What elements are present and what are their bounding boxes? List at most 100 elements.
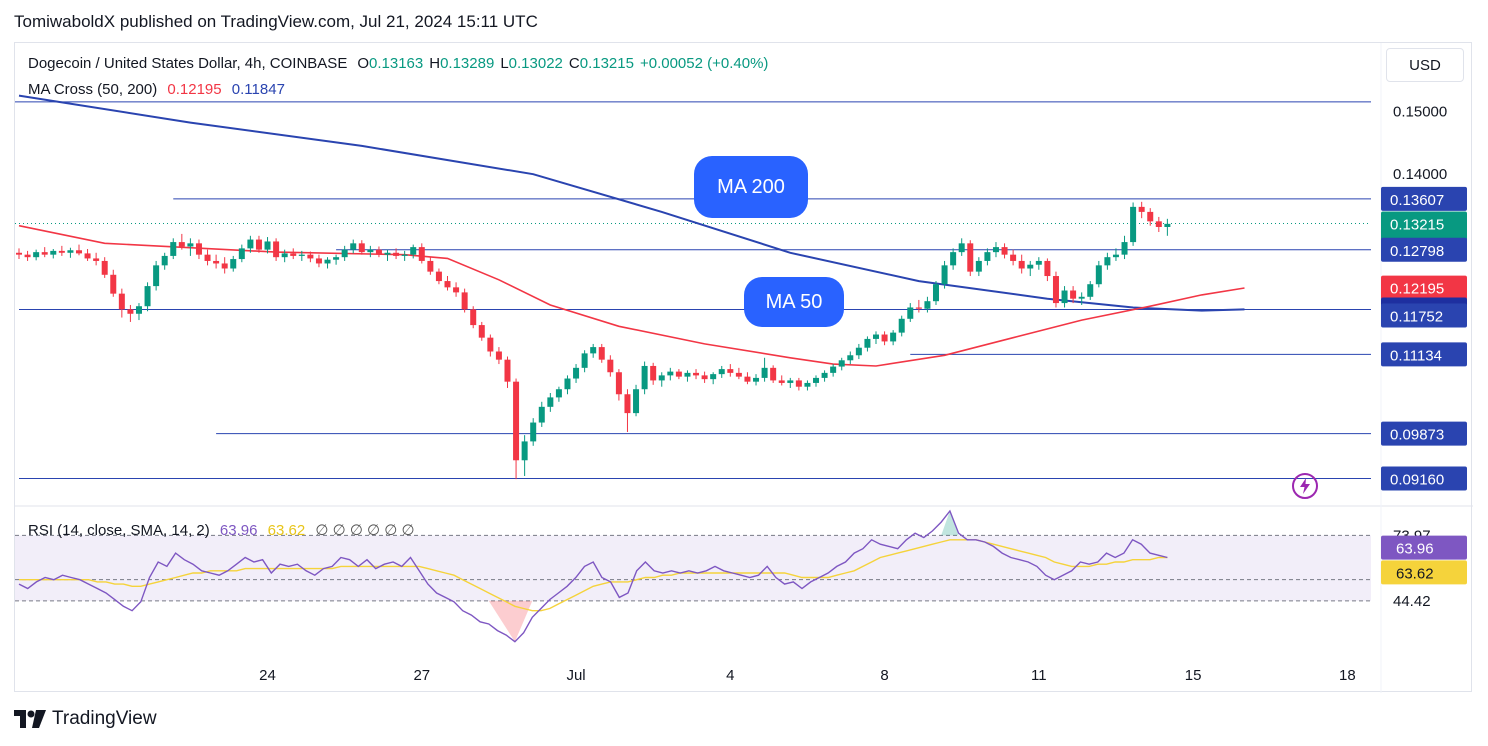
candle-body xyxy=(847,355,854,361)
candle-body xyxy=(624,394,631,414)
candle-body xyxy=(693,372,700,376)
rsi-band xyxy=(15,535,1371,601)
candle-body xyxy=(427,260,434,272)
candle-body xyxy=(1070,290,1077,299)
candle-body xyxy=(658,375,665,381)
candle-body xyxy=(950,252,957,266)
low-label: L xyxy=(500,55,509,72)
candle-body xyxy=(384,252,391,255)
candle-body xyxy=(855,347,862,356)
time-axis-tick: 24 xyxy=(259,667,276,684)
rsi-legend-value: 63.96 xyxy=(219,522,258,539)
currency-button[interactable]: USD xyxy=(1386,48,1464,82)
rsi-overbought-fill xyxy=(941,511,959,536)
candle-body xyxy=(958,243,965,253)
candle-body xyxy=(581,353,588,368)
candle-body xyxy=(761,367,768,378)
candle-body xyxy=(513,381,520,461)
ma-indicator-name: MA Cross (50, 200) xyxy=(28,81,158,98)
candle-body xyxy=(547,397,554,407)
candle-body xyxy=(50,250,57,255)
candle-body xyxy=(444,281,451,288)
symbol-title: Dogecoin / United States Dollar, 4h, COI… xyxy=(28,55,348,72)
candle-body xyxy=(667,371,674,376)
candle-body xyxy=(555,389,562,398)
time-axis-tick: 4 xyxy=(726,667,734,684)
candle-body xyxy=(992,247,999,253)
candle-body xyxy=(1095,265,1102,285)
candle-body xyxy=(144,286,151,307)
price-axis-label-bg xyxy=(1381,421,1467,446)
candle-body xyxy=(470,309,477,326)
ma50-annotation: MA 50 xyxy=(744,277,844,327)
candle-body xyxy=(170,242,177,256)
chart-frame[interactable]: 0.150000.140000.136070.1321548:090.12798… xyxy=(14,42,1473,693)
candle-body xyxy=(495,351,502,360)
rsi-legend[interactable]: RSI (14, close, SMA, 14, 2) 63.96 63.62 … xyxy=(28,521,421,539)
price-axis-label: 0.11134 xyxy=(1390,347,1442,364)
candle-body xyxy=(1061,290,1068,304)
candle-body xyxy=(813,377,820,383)
candle-body xyxy=(615,372,622,395)
time-axis-tick: 15 xyxy=(1185,667,1202,684)
candle-body xyxy=(341,249,348,258)
ma-legend[interactable]: MA Cross (50, 200) 0.12195 0.11847 xyxy=(28,81,291,98)
candle-body xyxy=(675,371,682,377)
candle-body xyxy=(770,367,777,381)
candle-body xyxy=(1130,206,1137,243)
candle-body xyxy=(273,241,280,258)
candle-body xyxy=(75,250,82,254)
candle-body xyxy=(410,247,417,255)
candle-body xyxy=(24,254,31,258)
candle-body xyxy=(33,252,40,258)
candle-body xyxy=(1147,211,1154,222)
candle-body xyxy=(478,325,485,338)
candle-body xyxy=(247,239,254,249)
candle-body xyxy=(67,250,74,253)
candle-body xyxy=(487,337,494,352)
candle-body xyxy=(281,253,288,258)
low-value: 0.13022 xyxy=(508,55,563,72)
high-value: 0.13289 xyxy=(440,55,495,72)
rsi-axis-tick: 44.42 xyxy=(1393,593,1431,610)
close-value: 0.13215 xyxy=(579,55,634,72)
candle-body xyxy=(375,249,382,255)
chart-canvas[interactable]: 0.150000.140000.136070.1321548:090.12798… xyxy=(15,43,1473,693)
candle-body xyxy=(821,372,828,378)
candle-body xyxy=(650,365,657,381)
candle-body xyxy=(161,255,168,266)
price-axis-label: 0.11752 xyxy=(1390,309,1443,326)
candle-body xyxy=(795,380,802,387)
candle-body xyxy=(367,249,374,253)
candle-body xyxy=(307,254,314,259)
time-axis-tick: 11 xyxy=(1031,667,1047,684)
candle-body xyxy=(153,265,160,287)
candle-body xyxy=(744,376,751,382)
rsi-oversold-fill xyxy=(488,600,533,642)
high-label: H xyxy=(429,55,441,72)
rsi-axis-label: 63.62 xyxy=(1396,565,1434,582)
rsi-line xyxy=(18,509,1168,643)
candle-body xyxy=(564,378,571,390)
tradingview-logo[interactable]: TradingView xyxy=(14,708,157,730)
price-axis-label-bg xyxy=(1381,186,1467,211)
candle-body xyxy=(238,248,245,260)
candle-body xyxy=(101,260,108,275)
candle-body xyxy=(521,441,528,461)
ma200-legend-value: 0.11847 xyxy=(231,81,285,98)
candle-body xyxy=(1078,296,1085,299)
candle-body xyxy=(315,258,322,264)
candle-body xyxy=(418,247,425,261)
candle-body xyxy=(932,284,939,302)
price-axis-label: 0.09873 xyxy=(1390,427,1444,444)
candle-body xyxy=(538,406,545,423)
candle-body xyxy=(890,332,897,342)
lightning-icon[interactable] xyxy=(1291,472,1319,500)
time-axis-tick: 8 xyxy=(880,667,888,684)
candle-body xyxy=(830,366,837,373)
candle-body xyxy=(838,360,845,367)
price-axis-label-bg xyxy=(1381,342,1467,367)
candle-body xyxy=(633,389,640,414)
candle-body xyxy=(1138,206,1145,212)
candle-body xyxy=(1010,254,1017,261)
